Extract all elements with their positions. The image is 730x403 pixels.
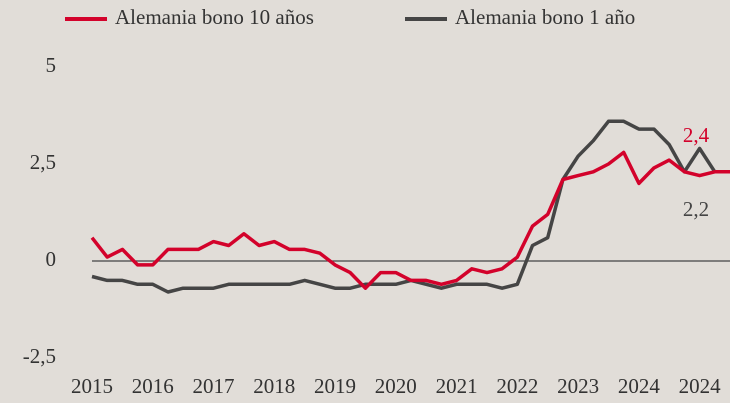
- x-tick-label: 2021: [436, 374, 478, 398]
- x-tick-label: 2024: [679, 374, 722, 398]
- x-tick-label: 2018: [253, 374, 295, 398]
- x-tick-label: 2016: [132, 374, 174, 398]
- y-tick-label: 2,5: [30, 150, 56, 174]
- x-tick-label: 2020: [375, 374, 417, 398]
- annotation: 2,2: [683, 197, 709, 221]
- x-tick-label: 2023: [557, 374, 599, 398]
- x-tick-label: 2024: [618, 374, 661, 398]
- line: [91, 119, 730, 294]
- x-tick-label: 2022: [496, 374, 538, 398]
- line: [90, 150, 730, 290]
- y-tick-label: 5: [46, 53, 57, 77]
- legend-label: Alemania bono 10 años: [115, 5, 314, 29]
- annotation: 2,4: [683, 123, 710, 147]
- y-tick-label: 0: [46, 247, 57, 271]
- x-tick-label: 2015: [71, 374, 113, 398]
- y-tick-label: -2,5: [23, 344, 56, 368]
- x-tick-label: 2017: [193, 374, 235, 398]
- x-tick-label: 2019: [314, 374, 356, 398]
- legend-label: Alemania bono 1 año: [455, 5, 635, 29]
